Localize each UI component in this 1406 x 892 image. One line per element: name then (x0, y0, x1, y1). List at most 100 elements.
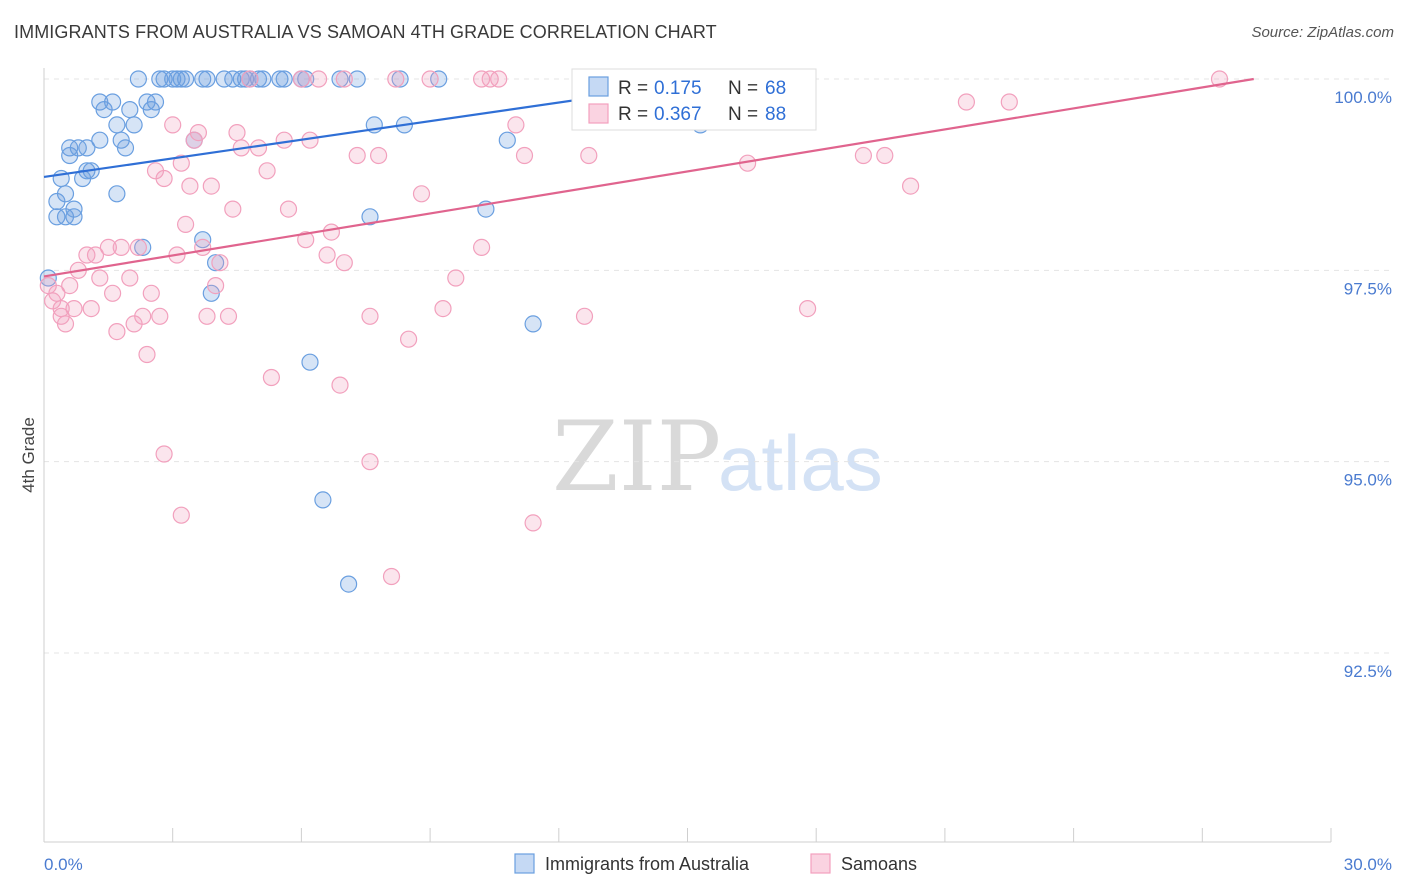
point-samoans-48 (275, 131, 293, 149)
watermark-zip: ZIP (552, 401, 721, 513)
point-samoans-54 (318, 246, 336, 264)
point-samoans-61 (361, 453, 379, 471)
legend-r-label-samoans: R = (618, 104, 648, 125)
point-samoans-34 (189, 124, 207, 142)
point-samoans-13 (99, 238, 118, 256)
y-tick-labels: 100.0% 97.5% 95.0% 92.5% (1334, 88, 1392, 681)
trend-line-samoans (43, 77, 1254, 278)
legend-r-value-samoans: 0.367 (654, 104, 702, 125)
point-samoans-46 (258, 162, 276, 180)
point-samoans-82 (854, 146, 873, 165)
point-samoans-24 (151, 307, 169, 325)
series-samoans-points (39, 70, 1229, 586)
point-samoans-60 (361, 307, 379, 325)
point-samoans-37 (202, 177, 220, 195)
point-australia-60 (391, 70, 409, 88)
point-australia-18 (103, 93, 122, 111)
point-samoans-70 (473, 70, 491, 88)
y-tick-label-3: 92.5% (1344, 662, 1392, 681)
point-samoans-85 (957, 93, 976, 111)
legend-swatch-samoans (588, 103, 609, 124)
point-australia-58 (361, 208, 379, 226)
point-samoans-20 (134, 307, 152, 325)
point-samoans-47 (262, 368, 280, 387)
y-tick-label-1: 97.5% (1344, 279, 1392, 298)
point-samoans-57 (335, 70, 353, 88)
point-australia-29 (146, 93, 165, 111)
bottom-legend-label-australia: Immigrants from Australia (545, 854, 750, 874)
point-australia-23 (121, 100, 139, 119)
source-label: Source: ZipAtlas.com (1251, 24, 1394, 41)
point-australia-30 (151, 70, 169, 88)
point-samoans-72 (490, 70, 508, 88)
point-samoans-56 (331, 376, 349, 394)
point-samoans-51 (297, 231, 315, 249)
point-samoans-22 (142, 284, 160, 302)
point-australia-26 (134, 238, 152, 256)
point-samoans-65 (400, 330, 418, 348)
point-samoans-19 (129, 238, 147, 256)
point-australia-52 (297, 70, 315, 88)
point-samoans-30 (172, 506, 190, 524)
x-tick-label-min: 0.0% (44, 855, 83, 874)
legend-r-value-australia: 0.175 (654, 78, 702, 99)
point-samoans-69 (447, 269, 465, 287)
point-samoans-58 (335, 254, 353, 272)
point-samoans-6 (61, 277, 79, 295)
point-australia-9 (65, 208, 83, 226)
series-legend: Immigrants from Australia Samoans (514, 853, 917, 874)
point-samoans-36 (198, 307, 216, 325)
point-australia-32 (164, 70, 182, 88)
point-samoans-78 (580, 146, 598, 165)
x-tick-marks (43, 828, 1332, 842)
x-tick-label-max: 30.0% (1344, 855, 1392, 874)
point-australia-50 (275, 70, 293, 88)
point-samoans-38 (207, 277, 225, 295)
point-australia-35 (177, 70, 195, 88)
point-australia-19 (108, 185, 126, 203)
legend-swatch-australia (588, 76, 609, 97)
y-tick-label-2: 95.0% (1344, 471, 1392, 490)
y-tick-label-0: 100.0% (1334, 88, 1392, 107)
point-australia-62 (430, 70, 448, 88)
bottom-legend-label-samoans: Samoans (841, 854, 917, 874)
point-samoans-50 (292, 70, 310, 88)
point-australia-24 (125, 116, 143, 134)
y-axis-label: 4th Grade (19, 417, 38, 493)
point-australia-48 (254, 70, 272, 88)
point-samoans-64 (387, 70, 405, 88)
point-samoans-15 (108, 323, 126, 341)
point-samoans-42 (228, 124, 246, 142)
point-samoans-31 (177, 215, 195, 233)
point-australia-39 (198, 70, 216, 88)
point-australia-38 (194, 70, 212, 88)
point-samoans-41 (224, 200, 242, 218)
point-australia-13 (78, 139, 96, 157)
point-samoans-84 (901, 177, 920, 195)
point-samoans-55 (322, 223, 340, 241)
legend-n-value-australia: 68 (765, 78, 786, 99)
point-samoans-83 (876, 146, 894, 165)
point-samoans-35 (194, 238, 212, 256)
point-australia-33 (168, 70, 186, 88)
point-australia-4 (56, 185, 75, 203)
point-australia-34 (172, 70, 190, 88)
point-australia-56 (340, 575, 358, 593)
point-samoans-32 (181, 177, 199, 195)
point-samoans-62 (370, 146, 388, 165)
point-samoans-44 (241, 70, 259, 88)
point-samoans-14 (103, 284, 122, 302)
point-samoans-86 (1000, 93, 1018, 111)
point-australia-22 (116, 139, 135, 157)
point-samoans-29 (172, 154, 190, 172)
point-samoans-12 (91, 269, 109, 287)
point-samoans-75 (515, 146, 534, 165)
point-australia-64 (498, 131, 516, 149)
chart-title: IMMIGRANTS FROM AUSTRALIA VS SAMOAN 4TH … (14, 22, 717, 42)
point-samoans-76 (524, 514, 542, 532)
point-australia-53 (301, 353, 319, 371)
correlation-legend: R = 0.175 N = 68 R = 0.367 N = 88 (571, 68, 817, 131)
point-samoans-49 (279, 200, 298, 218)
point-australia-65 (524, 315, 542, 333)
